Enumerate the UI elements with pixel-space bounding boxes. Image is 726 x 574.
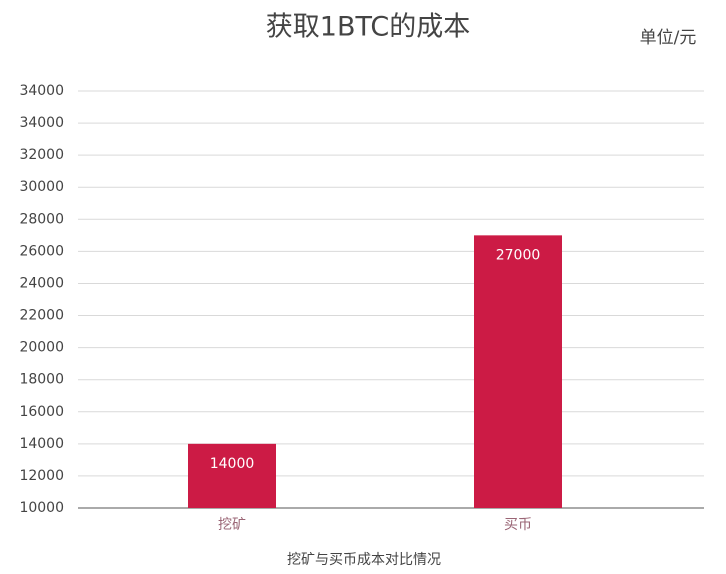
data-label: 27000 — [496, 247, 541, 263]
bar — [474, 235, 562, 508]
y-tick-label: 28000 — [19, 211, 64, 227]
x-tick-label: 买币 — [504, 517, 532, 533]
y-tick-label: 24000 — [19, 275, 64, 291]
y-tick-label: 18000 — [19, 372, 64, 388]
y-tick-label: 16000 — [19, 404, 64, 420]
y-tick-label: 32000 — [19, 147, 64, 163]
y-tick-label: 34000 — [19, 115, 64, 131]
unit-label: 单位/元 — [640, 28, 697, 48]
data-label: 14000 — [210, 456, 255, 472]
bar — [188, 443, 276, 508]
chart-title: 获取1BTC的成本 — [266, 12, 470, 43]
y-tick-label: 22000 — [19, 308, 64, 324]
y-tick-label: 12000 — [19, 468, 64, 484]
y-tick-label: 34000 — [19, 83, 64, 99]
x-axis-label: 挖矿与买币成本对比情况 — [287, 552, 441, 568]
y-tick-label: 26000 — [19, 243, 64, 259]
x-tick-label: 挖矿 — [218, 517, 246, 533]
y-tick-label: 10000 — [19, 500, 64, 516]
y-tick-label: 20000 — [19, 340, 64, 356]
y-tick-label: 30000 — [19, 179, 64, 195]
y-tick-label: 14000 — [19, 436, 64, 452]
